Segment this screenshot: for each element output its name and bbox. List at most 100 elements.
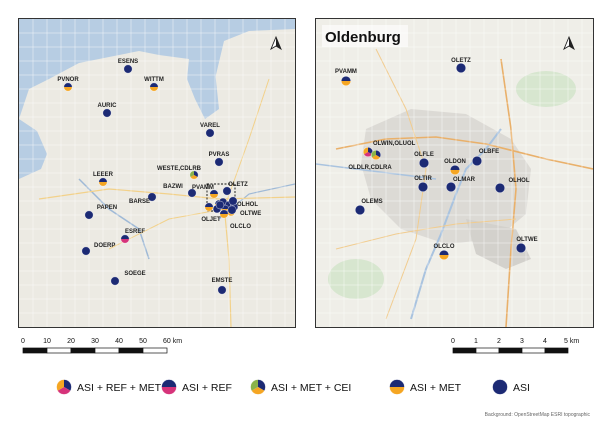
station-marker-oltwe[interactable] <box>515 242 526 253</box>
scale-tick-label: 2 <box>497 338 501 345</box>
station-marker-varel[interactable] <box>205 128 215 138</box>
station-label: OLMAR <box>453 177 476 183</box>
station-label: OLWIN,OLUOL <box>373 141 416 147</box>
station-label: OLTWE <box>516 237 537 243</box>
station-marker-pvnor[interactable] <box>63 82 73 92</box>
station-marker-esref[interactable] <box>120 234 130 244</box>
legend: ASI + REF + MET ASI + REF ASI + MET + CEI A… <box>56 379 530 395</box>
motorway <box>500 58 517 327</box>
station-marker-oletz[interactable] <box>455 63 466 74</box>
station-label: WITTM <box>144 77 164 83</box>
station-marker-oletz[interactable] <box>222 186 232 196</box>
station-marker-legend-1[interactable] <box>161 379 177 395</box>
station-label: AURIC <box>98 103 118 109</box>
scale-tick-label: 20 <box>67 338 75 345</box>
station-label: OLJET <box>201 217 221 223</box>
station-marker-pvras[interactable] <box>214 157 224 167</box>
station-label: OLTWE <box>240 211 261 217</box>
attribution: Background: OpenStreetMap ESRI topograph… <box>484 412 590 418</box>
station-marker-legend-0[interactable] <box>56 379 72 395</box>
right-scale-bar: 0 1 2 3 4 5 km <box>451 338 579 354</box>
station-marker-olclo[interactable] <box>219 209 229 219</box>
station-label: OLFLE <box>414 152 434 158</box>
station-marker-emste[interactable] <box>217 285 227 295</box>
station-marker-olfle[interactable] <box>418 157 429 168</box>
graticule <box>19 19 295 327</box>
station-label: OLBFE <box>479 149 499 155</box>
station-marker-pvamm[interactable] <box>209 189 219 199</box>
scale-tick-label: 60 km <box>163 338 182 345</box>
station-marker-cluster-7[interactable] <box>215 200 225 210</box>
station-marker-oltir[interactable] <box>417 181 428 192</box>
station-marker-olhol[interactable] <box>228 196 238 206</box>
station-label: OLDON <box>444 159 466 165</box>
map-title: Oldenburg <box>325 29 401 46</box>
green-area <box>328 259 384 299</box>
station-label: BARSE <box>129 199 150 205</box>
north-sea <box>19 19 295 119</box>
legend-item: ASI + MET <box>389 379 462 395</box>
station-label: OLHOL <box>509 178 530 184</box>
station-marker-bazwi[interactable] <box>187 188 197 198</box>
station-label: VAREL <box>200 123 220 129</box>
station-marker-leeer[interactable] <box>98 177 108 187</box>
station-marker-olwin-oluol[interactable] <box>363 146 374 157</box>
station-label: PVAMM <box>335 69 357 75</box>
legend-label: ASI <box>513 382 530 394</box>
station-marker-olmar[interactable] <box>445 181 456 192</box>
scale-tick-label: 0 <box>21 338 25 345</box>
station-layer: ESENS PVNOR WITTM AURIC VAREL PVRAS WESTE,CDLR… <box>57 59 261 295</box>
graticule <box>316 19 593 327</box>
scale-tick-label: 3 <box>520 338 524 345</box>
station-label: DOERP <box>94 243 115 249</box>
station-label: OLCLO <box>434 244 455 250</box>
station-marker-weste-cdlrb[interactable] <box>189 170 199 180</box>
station-marker-wittm[interactable] <box>149 82 159 92</box>
station-marker-legend-4[interactable] <box>492 379 508 395</box>
scale-tick-label: 4 <box>543 338 547 345</box>
station-marker-legend-2[interactable] <box>250 379 266 395</box>
region-map-canvas: ESENS PVNOR WITTM AURIC VAREL PVRAS WESTE,CDLR… <box>19 19 295 327</box>
station-marker-oldon[interactable] <box>449 164 460 175</box>
legend-label: ASI + REF + MET <box>77 382 162 394</box>
road <box>38 188 295 200</box>
station-marker-legend-3[interactable] <box>389 379 405 395</box>
river <box>78 178 150 260</box>
scale-tick-label: 0 <box>451 338 455 345</box>
station-label: LEEER <box>93 172 114 178</box>
region-map[interactable]: ESENS PVNOR WITTM AURIC VAREL PVRAS WESTE,CDLR… <box>18 18 296 328</box>
station-label: PVRAS <box>209 152 230 158</box>
station-marker-oldlr-cdlra[interactable] <box>371 149 382 160</box>
station-marker-olhol[interactable] <box>494 182 505 193</box>
station-label: OLETZ <box>451 58 471 64</box>
station-label: OLEMS <box>361 199 382 205</box>
north-arrow-icon <box>563 35 575 51</box>
legend-item: ASI + MET + CEI <box>250 379 351 395</box>
station-label: PAPEN <box>97 205 117 211</box>
station-label: OLCLO <box>230 224 251 230</box>
left-scale-bar: 0 10 20 30 40 50 60 km <box>21 338 182 354</box>
station-marker-soege[interactable] <box>110 276 120 286</box>
station-marker-doerp[interactable] <box>81 246 91 256</box>
station-marker-esens[interactable] <box>123 64 133 74</box>
station-layer: OLETZ PVAMM OLWIN,OLUOL OLDLR,CDLRA OLFLE OLD… <box>335 58 538 260</box>
oldenburg-inset-box <box>206 183 236 212</box>
title-backdrop <box>322 25 408 47</box>
legend-label: ASI + REF <box>182 382 232 394</box>
scale-tick-label: 10 <box>43 338 51 345</box>
station-marker-papen[interactable] <box>84 210 94 220</box>
canal <box>316 163 437 180</box>
station-marker-olbfe[interactable] <box>471 155 482 166</box>
legend-item: ASI + REF + MET <box>56 379 162 395</box>
station-marker-pvamm[interactable] <box>341 76 352 87</box>
legend-label: ASI + MET <box>410 382 462 394</box>
station-label: EMSTE <box>212 278 233 284</box>
station-marker-barse[interactable] <box>147 192 157 202</box>
station-marker-oltwe[interactable] <box>227 205 237 215</box>
station-marker-oljet[interactable] <box>204 202 214 212</box>
scale-tick-label: 40 <box>115 338 123 345</box>
oldenburg-map[interactable]: Oldenburg OLETZ PVAMM OLWIN,OLUOL OLDLR,CDL… <box>315 18 594 328</box>
station-marker-olems[interactable] <box>355 204 366 215</box>
station-marker-olclo[interactable] <box>438 249 449 260</box>
station-marker-auric[interactable] <box>102 108 112 118</box>
